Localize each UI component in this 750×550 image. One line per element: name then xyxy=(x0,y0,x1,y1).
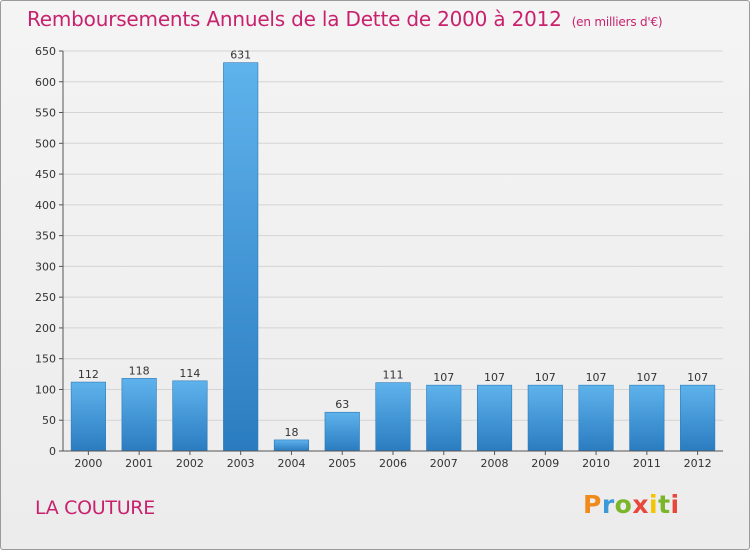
x-tick-label: 2003 xyxy=(227,457,255,470)
y-tick-label: 200 xyxy=(35,322,56,335)
bar xyxy=(70,381,106,452)
bar xyxy=(172,380,208,452)
bar xyxy=(476,384,513,452)
bar xyxy=(273,439,310,452)
bar-value-label: 107 xyxy=(687,371,708,384)
y-tick-label: 600 xyxy=(35,76,56,89)
y-tick-label: 450 xyxy=(35,168,56,181)
chart-title: Remboursements Annuels de la Dette de 20… xyxy=(27,7,663,31)
proxiti-logo[interactable]: Proxiti xyxy=(583,490,680,519)
bar xyxy=(223,62,259,452)
bar-value-label: 631 xyxy=(230,49,251,62)
bar-value-label: 63 xyxy=(335,398,349,411)
x-tick-label: 2012 xyxy=(684,457,712,470)
logo-letter: o xyxy=(614,490,633,519)
logo-letter: t xyxy=(658,490,671,519)
logo-letter: r xyxy=(601,490,615,519)
bar-value-label: 18 xyxy=(284,426,298,439)
bar-value-label: 107 xyxy=(586,371,607,384)
bar-value-label: 107 xyxy=(484,371,505,384)
y-tick-label: 50 xyxy=(42,414,56,427)
bar xyxy=(375,382,411,452)
y-tick-label: 0 xyxy=(49,445,56,458)
logo-letter: P xyxy=(583,490,602,519)
x-tick-label: 2010 xyxy=(582,457,610,470)
bar-value-label: 112 xyxy=(78,368,99,381)
x-tick-label: 2008 xyxy=(481,457,509,470)
bar-value-label: 114 xyxy=(179,367,200,380)
x-tick-label: 2000 xyxy=(74,457,102,470)
bar xyxy=(578,384,614,452)
y-tick-label: 550 xyxy=(35,107,56,120)
y-tick-label: 650 xyxy=(35,45,56,58)
bar xyxy=(324,411,360,452)
bar xyxy=(629,384,665,452)
logo-letter: i xyxy=(649,490,659,519)
y-tick-label: 500 xyxy=(35,137,56,150)
chart-subtitle: (en milliers d'€) xyxy=(571,15,663,29)
x-tick-label: 2005 xyxy=(328,457,356,470)
bar-value-label: 111 xyxy=(383,369,404,382)
bar xyxy=(680,384,716,452)
x-tick-label: 2009 xyxy=(531,457,559,470)
x-tick-label: 2002 xyxy=(176,457,204,470)
bar-value-label: 118 xyxy=(129,364,150,377)
logo-letter: x xyxy=(632,490,649,519)
x-tick-label: 2007 xyxy=(430,457,458,470)
y-tick-label: 150 xyxy=(35,353,56,366)
y-tick-label: 300 xyxy=(35,260,56,273)
bar-value-label: 107 xyxy=(433,371,454,384)
x-tick-label: 2006 xyxy=(379,457,407,470)
bar-value-label: 107 xyxy=(636,371,657,384)
y-tick-label: 350 xyxy=(35,230,56,243)
y-tick-label: 400 xyxy=(35,199,56,212)
bar xyxy=(426,384,462,452)
chart-title-text: Remboursements Annuels de la Dette de 20… xyxy=(27,7,562,31)
bar xyxy=(527,384,563,452)
bar-value-label: 107 xyxy=(535,371,556,384)
x-tick-label: 2001 xyxy=(125,457,153,470)
commune-name: LA COUTURE xyxy=(35,497,155,519)
y-tick-label: 100 xyxy=(35,383,56,396)
logo-letter: i xyxy=(670,490,680,519)
y-tick-label: 250 xyxy=(35,291,56,304)
x-tick-label: 2011 xyxy=(633,457,661,470)
bar xyxy=(121,378,157,452)
x-tick-label: 2004 xyxy=(277,457,305,470)
